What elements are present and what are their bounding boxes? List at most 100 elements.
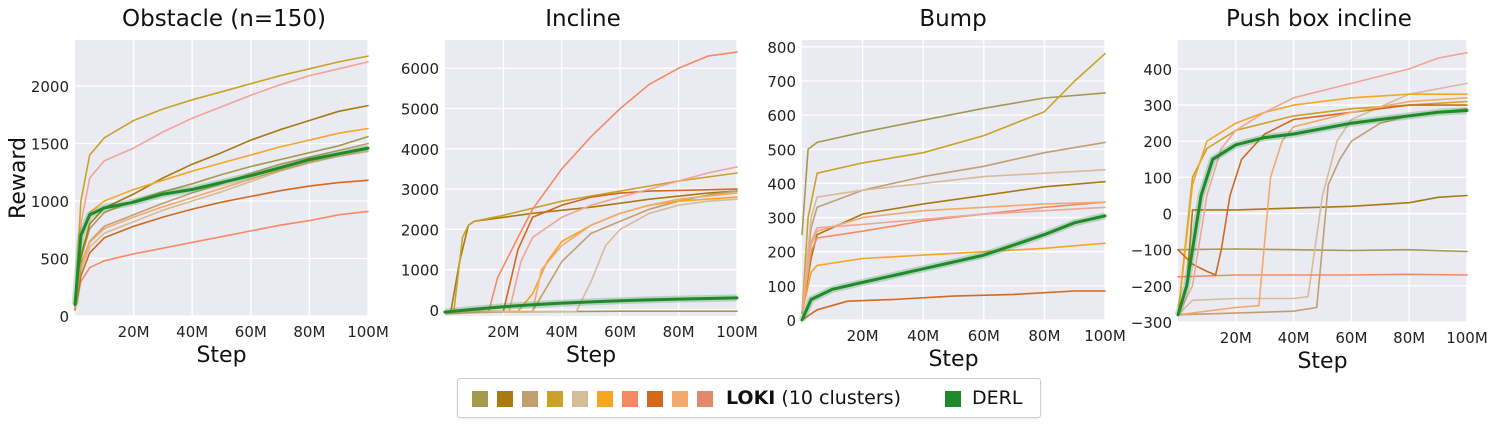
chart-title: Push box incline bbox=[1226, 6, 1412, 32]
x-tick-label: 80M bbox=[1393, 329, 1425, 347]
y-tick-label: 400 bbox=[1143, 61, 1172, 79]
series-line-derl bbox=[800, 214, 1107, 322]
y-tick-label: 100 bbox=[767, 278, 796, 296]
x-tick-label: 20M bbox=[847, 327, 879, 345]
series-line-derl bbox=[73, 146, 370, 306]
legend-swatch-loki-8 bbox=[647, 391, 663, 407]
legend-loki-rest: (10 clusters) bbox=[781, 387, 901, 409]
y-tick-label: 5000 bbox=[401, 100, 439, 118]
series-line-loki-c9 bbox=[74, 148, 369, 309]
x-axis-label: Step bbox=[566, 343, 616, 368]
series-line-loki-c8 bbox=[74, 179, 369, 310]
series-line-loki-c7 bbox=[1177, 273, 1468, 278]
series-line-loki-c5 bbox=[74, 150, 369, 310]
legend-swatch-loki-1 bbox=[472, 391, 488, 407]
legend-box: LOKI (10 clusters) DERL bbox=[457, 378, 1041, 418]
y-tick-label: 1500 bbox=[31, 136, 69, 154]
legend-swatch-loki-3 bbox=[522, 391, 538, 407]
legend-swatch-loki-9 bbox=[672, 391, 688, 407]
series-line-loki-c4 bbox=[74, 55, 369, 306]
legend-derl-label: DERL bbox=[972, 387, 1023, 409]
plot-area bbox=[75, 40, 368, 316]
series-line-loki-c8 bbox=[801, 290, 1106, 321]
y-tick-label: 200 bbox=[1143, 133, 1172, 151]
y-tick-label: 0 bbox=[59, 308, 69, 326]
x-tick-label: 60M bbox=[968, 327, 1000, 345]
plot-area bbox=[445, 40, 737, 316]
series-line-loki-c7 bbox=[74, 210, 369, 312]
series-line-loki-c2 bbox=[74, 104, 369, 308]
y-tick-label: 100 bbox=[1143, 169, 1172, 187]
series-line-loki-c9 bbox=[1177, 97, 1468, 316]
y-tick-label: 1000 bbox=[401, 262, 439, 280]
x-axis-label: Step bbox=[928, 347, 978, 372]
x-axis-label: Step bbox=[196, 343, 246, 368]
legend-loki-label: LOKI (10 clusters) bbox=[726, 387, 901, 409]
series-line-derl bbox=[443, 296, 739, 314]
series-line-loki-c10 bbox=[444, 166, 738, 313]
y-tick-label: 500 bbox=[767, 141, 796, 159]
series-line-loki-c9 bbox=[801, 201, 1106, 314]
series-line-loki-c10 bbox=[801, 206, 1106, 314]
x-tick-label: 40M bbox=[1278, 329, 1310, 347]
legend-swatch-loki-4 bbox=[547, 391, 563, 407]
x-tick-label: 80M bbox=[663, 323, 695, 341]
y-axis-label: Reward bbox=[6, 137, 31, 219]
legend-swatch-loki-5 bbox=[572, 391, 588, 407]
plot-area bbox=[1178, 40, 1467, 322]
series-line-loki-c1 bbox=[801, 92, 1106, 236]
series-line-loki-c9 bbox=[444, 192, 738, 313]
x-tick-label: 100M bbox=[1446, 329, 1488, 347]
series-line-loki-c5 bbox=[801, 169, 1106, 314]
x-tick-label: 40M bbox=[546, 323, 578, 341]
series-line-loki-c7 bbox=[801, 201, 1106, 314]
series-line-loki-c6 bbox=[444, 196, 738, 313]
x-tick-label: 80M bbox=[293, 323, 325, 341]
y-tick-label: 600 bbox=[767, 107, 796, 125]
y-tick-label: 0 bbox=[429, 302, 439, 320]
x-tick-label: 20M bbox=[487, 323, 519, 341]
x-tick-label: 80M bbox=[1028, 327, 1060, 345]
series-line-loki-c4 bbox=[444, 172, 738, 313]
legend-swatch-loki-10 bbox=[697, 391, 713, 407]
x-tick-label: 60M bbox=[1335, 329, 1367, 347]
chart-panel-3: 0 100 200 300 400 500 600 700 800 20M 40M 60M 80M 100… bbox=[767, 6, 1125, 372]
legend-swatch-loki-2 bbox=[497, 391, 513, 407]
y-tick-label: 300 bbox=[767, 210, 796, 228]
y-tick-label: 6000 bbox=[401, 60, 439, 78]
x-tick-label: 60M bbox=[604, 323, 636, 341]
x-tick-label: 40M bbox=[176, 323, 208, 341]
series-line-loki-c4 bbox=[801, 52, 1106, 314]
legend-swatch-loki-6 bbox=[597, 391, 613, 407]
y-tick-label: 500 bbox=[40, 251, 69, 269]
x-axis-label: Step bbox=[1297, 349, 1347, 374]
y-tick-label: 0 bbox=[786, 312, 796, 330]
x-tick-label: 100M bbox=[1084, 327, 1126, 345]
x-tick-label: 100M bbox=[347, 323, 389, 341]
series-line-loki-c1 bbox=[74, 135, 369, 308]
legend-loki-bold: LOKI bbox=[726, 387, 776, 409]
series-line-derl bbox=[1176, 109, 1469, 317]
x-tick-label: 40M bbox=[907, 327, 939, 345]
x-tick-label: 100M bbox=[716, 323, 758, 341]
series-line-loki-c2 bbox=[444, 190, 738, 313]
y-tick-label: 3000 bbox=[401, 181, 439, 199]
series-line-loki-c6 bbox=[801, 242, 1106, 314]
y-tick-label: 2000 bbox=[31, 78, 69, 96]
legend-swatch-loki-7 bbox=[622, 391, 638, 407]
chart-title: Incline bbox=[545, 6, 621, 32]
y-tick-label: 1000 bbox=[31, 193, 69, 211]
y-tick-label: 400 bbox=[767, 175, 796, 193]
y-tick-label: 300 bbox=[1143, 97, 1172, 115]
y-tick-label: 200 bbox=[767, 244, 796, 262]
chart-title: Bump bbox=[919, 6, 986, 32]
chart-title: Obstacle (n=150) bbox=[122, 6, 326, 32]
series-line-loki-c10 bbox=[74, 61, 369, 307]
y-tick-label: 4000 bbox=[401, 141, 439, 159]
y-tick-label: −100 bbox=[1131, 242, 1172, 260]
legend-swatch-derl bbox=[945, 391, 961, 407]
x-tick-label: 60M bbox=[235, 323, 267, 341]
series-line-loki-c7 bbox=[444, 51, 738, 313]
x-tick-label: 20M bbox=[1220, 329, 1252, 347]
